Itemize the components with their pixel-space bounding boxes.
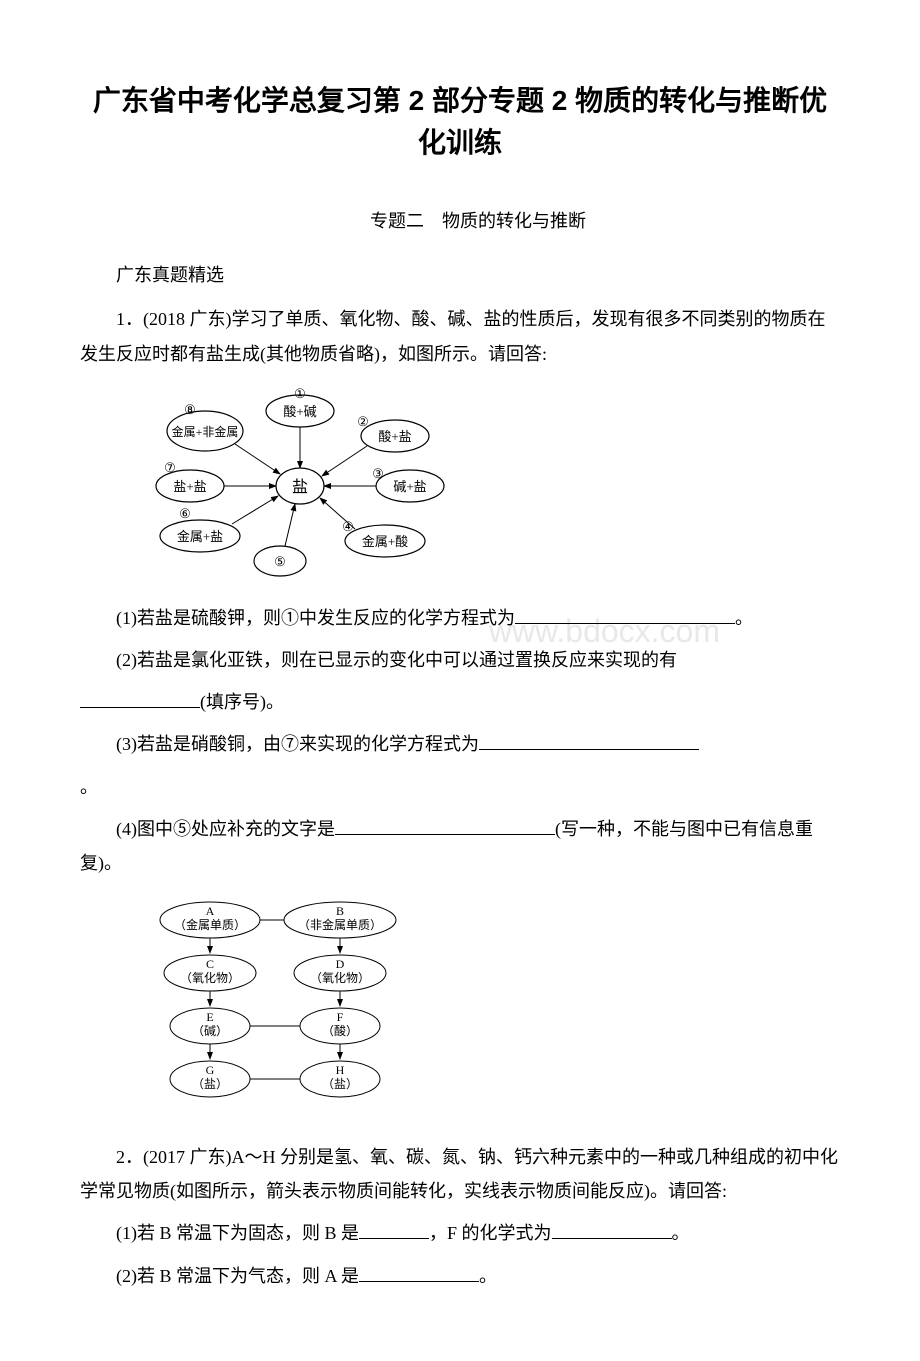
- svg-text:G: G: [206, 1063, 215, 1077]
- blank: [552, 1220, 672, 1239]
- svg-text:C: C: [206, 957, 214, 971]
- q2-diagram: A （金属单质） C （氧化物） E （碱） G （盐） B （非金属单质） D…: [150, 895, 840, 1125]
- period: 。: [479, 1266, 497, 1286]
- blank: [359, 1220, 429, 1239]
- svg-text:⑧: ⑧: [184, 402, 196, 417]
- svg-text:碱+盐: 碱+盐: [393, 479, 426, 494]
- svg-text:（盐）: （盐）: [192, 1077, 228, 1091]
- svg-text:D: D: [336, 957, 345, 971]
- svg-text:B: B: [336, 904, 344, 918]
- svg-text:H: H: [336, 1063, 345, 1077]
- q2-part1: (1)若 B 常温下为固态，则 B 是 ，F 的化学式为 。: [80, 1216, 840, 1250]
- blank: [80, 689, 200, 708]
- svg-text:（酸）: （酸）: [322, 1023, 358, 1038]
- svg-text:盐+盐: 盐+盐: [173, 479, 206, 494]
- svg-text:（碱）: （碱）: [192, 1024, 228, 1038]
- period: 。: [672, 1223, 690, 1243]
- q1-part3: (3)若盐是硝酸铜，由⑦来实现的化学方程式为: [80, 727, 840, 761]
- subtitle: 专题二 物质的转化与推断: [80, 204, 840, 238]
- svg-text:酸+盐: 酸+盐: [378, 429, 411, 444]
- svg-text:E: E: [206, 1010, 213, 1024]
- svg-text:（金属单质）: （金属单质）: [174, 917, 246, 932]
- svg-text:盐: 盐: [292, 478, 308, 496]
- svg-text:金属+酸: 金属+酸: [362, 534, 408, 549]
- svg-text:金属+盐: 金属+盐: [177, 529, 223, 544]
- q2-p2a: (2)若 B 常温下为气态，则 A 是: [116, 1266, 359, 1286]
- svg-text:酸+碱: 酸+碱: [283, 404, 316, 419]
- svg-text:（盐）: （盐）: [322, 1077, 358, 1091]
- blank: [359, 1263, 479, 1282]
- svg-text:⑦: ⑦: [164, 460, 176, 475]
- svg-text:（非金属单质）: （非金属单质）: [298, 917, 382, 932]
- svg-text:①: ①: [294, 386, 306, 401]
- svg-text:F: F: [337, 1010, 344, 1024]
- svg-text:②: ②: [357, 414, 369, 429]
- svg-text:（氧化物）: （氧化物）: [310, 971, 370, 985]
- q2-part2: (2)若 B 常温下为气态，则 A 是 。: [80, 1259, 840, 1293]
- period: 。: [80, 777, 98, 797]
- q1-p1-text: (1)若盐是硫酸钾，则①中发生反应的化学方程式为: [116, 608, 515, 628]
- svg-text:A: A: [206, 904, 215, 918]
- q1-part3-tail: 。: [80, 770, 840, 804]
- svg-text:（氧化物）: （氧化物）: [180, 971, 240, 985]
- section-label: 广东真题精选: [80, 258, 840, 292]
- svg-text:③: ③: [372, 466, 384, 481]
- q1-p4-text: (4)图中⑤处应补充的文字是: [116, 819, 335, 839]
- q1-p2-tail: (填序号)。: [200, 692, 284, 712]
- q1-p3-text: (3)若盐是硝酸铜，由⑦来实现的化学方程式为: [116, 734, 479, 754]
- blank: [479, 731, 699, 750]
- q1-part4: (4)图中⑤处应补充的文字是(写一种，不能与图中已有信息重复)。: [80, 812, 840, 880]
- q2-p1b: ，F 的化学式为: [429, 1223, 552, 1243]
- q2-p1a: (1)若 B 常温下为固态，则 B 是: [116, 1223, 359, 1243]
- q1-part2: (2)若盐是氯化亚铁，则在已显示的变化中可以通过置换反应来实现的有: [80, 643, 840, 677]
- page-title: 广东省中考化学总复习第 2 部分专题 2 物质的转化与推断优化训练: [80, 80, 840, 164]
- period: 。: [735, 608, 753, 628]
- q1-diagram: 盐 ① 酸+碱 ② 酸+盐 ③ 碱+盐 ④ 金属+酸 ⑤ ⑥ 金属+盐 ⑦ 盐+…: [150, 386, 840, 586]
- svg-text:⑤: ⑤: [274, 554, 286, 569]
- q2-stem: 2．(2017 广东)A～H 分别是氢、氧、碳、氮、钠、钙六种元素中的一种或几种…: [80, 1140, 840, 1208]
- blank: [515, 605, 735, 624]
- blank: [335, 816, 555, 835]
- q1-stem: 1．(2018 广东)学习了单质、氧化物、酸、碱、盐的性质后，发现有很多不同类别…: [80, 302, 840, 370]
- q1-part1: (1)若盐是硫酸钾，则①中发生反应的化学方程式为 。: [80, 601, 840, 635]
- svg-text:金属+非金属: 金属+非金属: [172, 424, 239, 439]
- q1-p2-text: (2)若盐是氯化亚铁，则在已显示的变化中可以通过置换反应来实现的有: [116, 650, 677, 670]
- svg-text:⑥: ⑥: [179, 506, 191, 521]
- q1-part2-tail: (填序号)。: [80, 685, 840, 719]
